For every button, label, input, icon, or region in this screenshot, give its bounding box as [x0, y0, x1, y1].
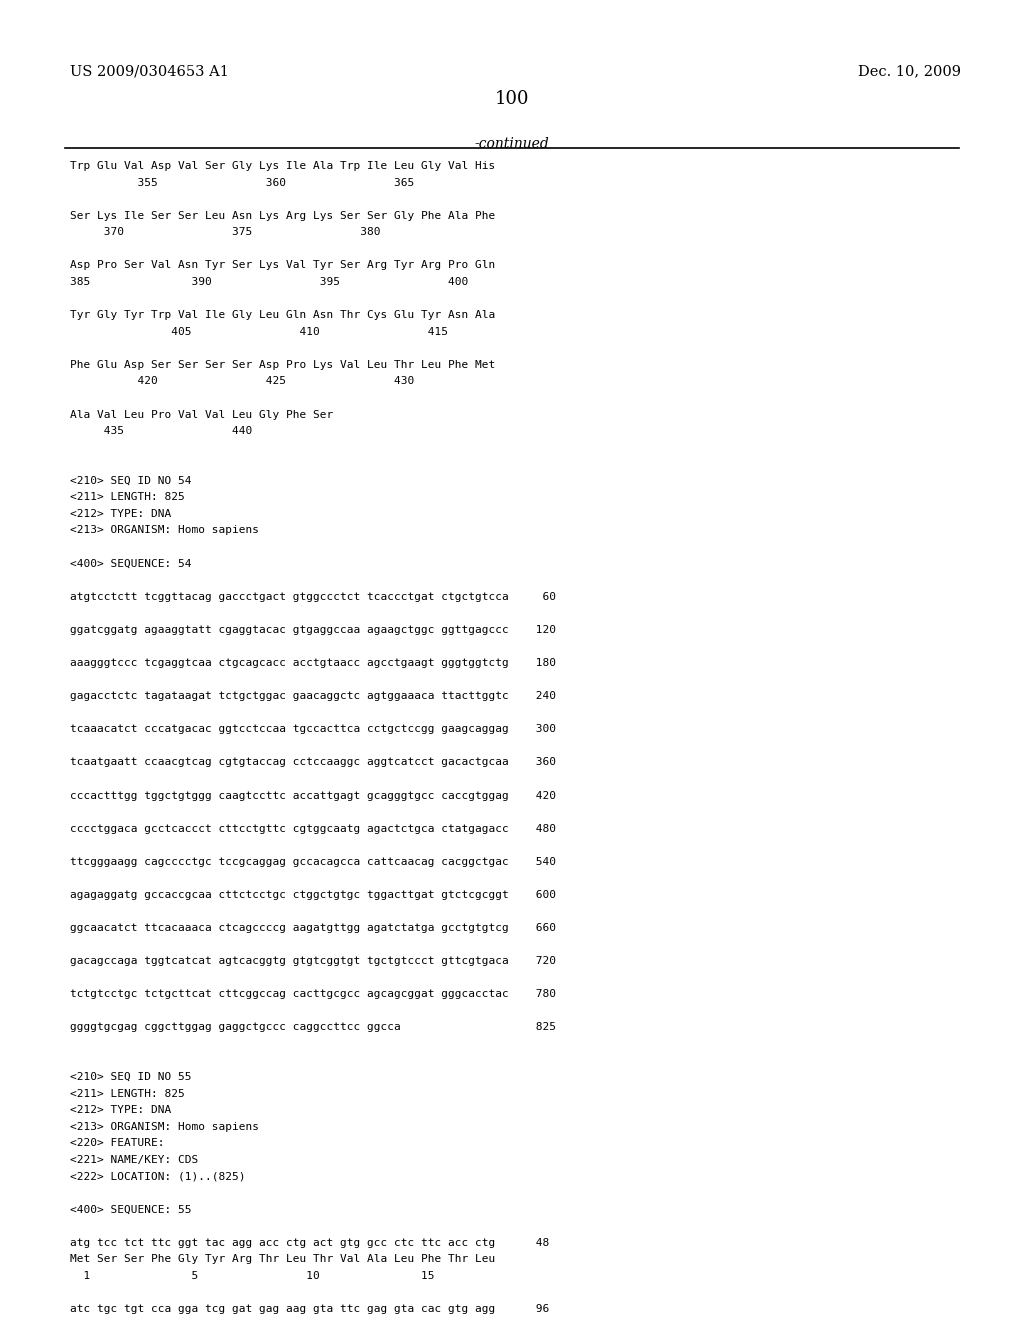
- Text: Met Ser Ser Phe Gly Tyr Arg Thr Leu Thr Val Ala Leu Phe Thr Leu: Met Ser Ser Phe Gly Tyr Arg Thr Leu Thr …: [70, 1254, 495, 1265]
- Text: <220> FEATURE:: <220> FEATURE:: [70, 1138, 164, 1148]
- Text: cccctggaca gcctcaccct cttcctgttc cgtggcaatg agactctgca ctatgagacc    480: cccctggaca gcctcaccct cttcctgttc cgtggca…: [70, 824, 556, 834]
- Text: <210> SEQ ID NO 55: <210> SEQ ID NO 55: [70, 1072, 191, 1082]
- Text: -continued: -continued: [475, 137, 549, 152]
- Text: Phe Glu Asp Ser Ser Ser Ser Asp Pro Lys Val Leu Thr Leu Phe Met: Phe Glu Asp Ser Ser Ser Ser Asp Pro Lys …: [70, 360, 495, 370]
- Text: <400> SEQUENCE: 55: <400> SEQUENCE: 55: [70, 1205, 191, 1214]
- Text: tcaaacatct cccatgacac ggtcctccaa tgccacttca cctgctccgg gaagcaggag    300: tcaaacatct cccatgacac ggtcctccaa tgccact…: [70, 725, 556, 734]
- Text: gagacctctc tagataagat tctgctggac gaacaggctc agtggaaaca ttacttggtc    240: gagacctctc tagataagat tctgctggac gaacagg…: [70, 692, 556, 701]
- Text: <222> LOCATION: (1)..(825): <222> LOCATION: (1)..(825): [70, 1172, 245, 1181]
- Text: 100: 100: [495, 90, 529, 108]
- Text: 405                410                415: 405 410 415: [70, 327, 447, 337]
- Text: cccactttgg tggctgtggg caagtccttc accattgagt gcagggtgcc caccgtggag    420: cccactttgg tggctgtggg caagtccttc accattg…: [70, 791, 556, 800]
- Text: ggggtgcgag cggcttggag gaggctgccc caggccttcc ggcca                    825: ggggtgcgag cggcttggag gaggctgccc caggcct…: [70, 1023, 556, 1032]
- Text: ttcgggaagg cagcccctgc tccgcaggag gccacagcca cattcaacag cacggctgac    540: ttcgggaagg cagcccctgc tccgcaggag gccacag…: [70, 857, 556, 867]
- Text: <213> ORGANISM: Homo sapiens: <213> ORGANISM: Homo sapiens: [70, 525, 259, 536]
- Text: ggatcggatg agaaggtatt cgaggtacac gtgaggccaa agaagctggc ggttgagccc    120: ggatcggatg agaaggtatt cgaggtacac gtgaggc…: [70, 624, 556, 635]
- Text: gacagccaga tggtcatcat agtcacggtg gtgtcggtgt tgctgtccct gttcgtgaca    720: gacagccaga tggtcatcat agtcacggtg gtgtcgg…: [70, 956, 556, 966]
- Text: Dec. 10, 2009: Dec. 10, 2009: [857, 65, 961, 79]
- Text: <212> TYPE: DNA: <212> TYPE: DNA: [70, 1105, 171, 1115]
- Text: <211> LENGTH: 825: <211> LENGTH: 825: [70, 1089, 184, 1098]
- Text: <213> ORGANISM: Homo sapiens: <213> ORGANISM: Homo sapiens: [70, 1122, 259, 1131]
- Text: Trp Glu Val Asp Val Ser Gly Lys Ile Ala Trp Ile Leu Gly Val His: Trp Glu Val Asp Val Ser Gly Lys Ile Ala …: [70, 161, 495, 172]
- Text: 435                440: 435 440: [70, 426, 252, 436]
- Text: agagaggatg gccaccgcaa cttctcctgc ctggctgtgc tggacttgat gtctcgcggt    600: agagaggatg gccaccgcaa cttctcctgc ctggctg…: [70, 890, 556, 900]
- Text: tctgtcctgc tctgcttcat cttcggccag cacttgcgcc agcagcggat gggcacctac    780: tctgtcctgc tctgcttcat cttcggccag cacttgc…: [70, 990, 556, 999]
- Text: tcaatgaatt ccaacgtcag cgtgtaccag cctccaaggc aggtcatcct gacactgcaa    360: tcaatgaatt ccaacgtcag cgtgtaccag cctccaa…: [70, 758, 556, 767]
- Text: atgtcctctt tcggttacag gaccctgact gtggccctct tcaccctgat ctgctgtcca     60: atgtcctctt tcggttacag gaccctgact gtggccc…: [70, 591, 556, 602]
- Text: Tyr Gly Tyr Trp Val Ile Gly Leu Gln Asn Thr Cys Glu Tyr Asn Ala: Tyr Gly Tyr Trp Val Ile Gly Leu Gln Asn …: [70, 310, 495, 321]
- Text: Ala Val Leu Pro Val Val Leu Gly Phe Ser: Ala Val Leu Pro Val Val Leu Gly Phe Ser: [70, 409, 333, 420]
- Text: aaagggtccc tcgaggtcaa ctgcagcacc acctgtaacc agcctgaagt gggtggtctg    180: aaagggtccc tcgaggtcaa ctgcagcacc acctgta…: [70, 657, 556, 668]
- Text: US 2009/0304653 A1: US 2009/0304653 A1: [70, 65, 228, 79]
- Text: 370                375                380: 370 375 380: [70, 227, 380, 238]
- Text: <400> SEQUENCE: 54: <400> SEQUENCE: 54: [70, 558, 191, 569]
- Text: <210> SEQ ID NO 54: <210> SEQ ID NO 54: [70, 475, 191, 486]
- Text: Ser Lys Ile Ser Ser Leu Asn Lys Arg Lys Ser Ser Gly Phe Ala Phe: Ser Lys Ile Ser Ser Leu Asn Lys Arg Lys …: [70, 211, 495, 220]
- Text: <212> TYPE: DNA: <212> TYPE: DNA: [70, 510, 171, 519]
- Text: <221> NAME/KEY: CDS: <221> NAME/KEY: CDS: [70, 1155, 198, 1166]
- Text: atc tgc tgt cca gga tcg gat gag aag gta ttc gag gta cac gtg agg      96: atc tgc tgt cca gga tcg gat gag aag gta …: [70, 1304, 549, 1315]
- Text: ggcaacatct ttcacaaaca ctcagccccg aagatgttgg agatctatga gcctgtgtcg    660: ggcaacatct ttcacaaaca ctcagccccg aagatgt…: [70, 923, 556, 933]
- Text: Asp Pro Ser Val Asn Tyr Ser Lys Val Tyr Ser Arg Tyr Arg Pro Gln: Asp Pro Ser Val Asn Tyr Ser Lys Val Tyr …: [70, 260, 495, 271]
- Text: 1               5                10               15: 1 5 10 15: [70, 1271, 434, 1280]
- Text: 355                360                365: 355 360 365: [70, 178, 414, 187]
- Text: 420                425                430: 420 425 430: [70, 376, 414, 387]
- Text: atg tcc tct ttc ggt tac agg acc ctg act gtg gcc ctc ttc acc ctg      48: atg tcc tct ttc ggt tac agg acc ctg act …: [70, 1238, 549, 1247]
- Text: <211> LENGTH: 825: <211> LENGTH: 825: [70, 492, 184, 503]
- Text: 385               390                395                400: 385 390 395 400: [70, 277, 468, 286]
